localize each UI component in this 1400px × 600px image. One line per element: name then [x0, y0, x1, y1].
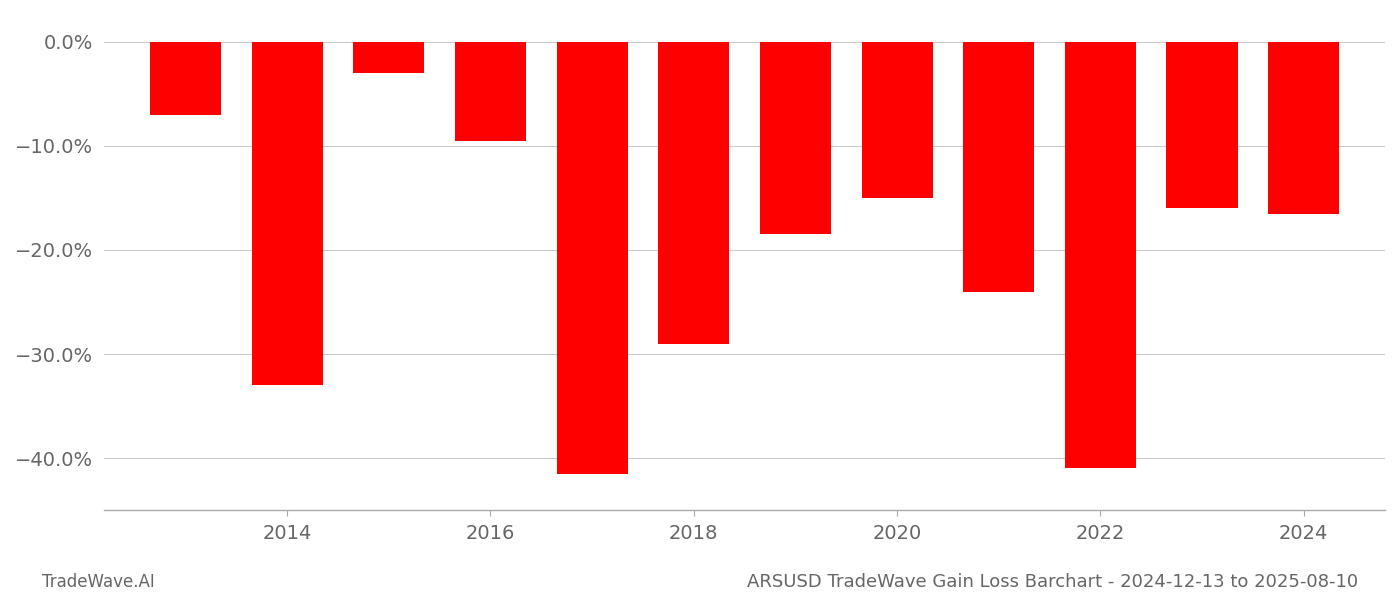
- Bar: [1065, 42, 1135, 469]
- Bar: [557, 42, 627, 473]
- Bar: [963, 42, 1035, 292]
- Bar: [1166, 42, 1238, 208]
- Bar: [353, 42, 424, 73]
- Bar: [861, 42, 932, 198]
- Bar: [150, 42, 221, 115]
- Bar: [760, 42, 832, 235]
- Bar: [252, 42, 323, 385]
- Bar: [658, 42, 729, 344]
- Text: ARSUSD TradeWave Gain Loss Barchart - 2024-12-13 to 2025-08-10: ARSUSD TradeWave Gain Loss Barchart - 20…: [746, 573, 1358, 591]
- Bar: [1268, 42, 1340, 214]
- Bar: [455, 42, 526, 140]
- Text: TradeWave.AI: TradeWave.AI: [42, 573, 155, 591]
